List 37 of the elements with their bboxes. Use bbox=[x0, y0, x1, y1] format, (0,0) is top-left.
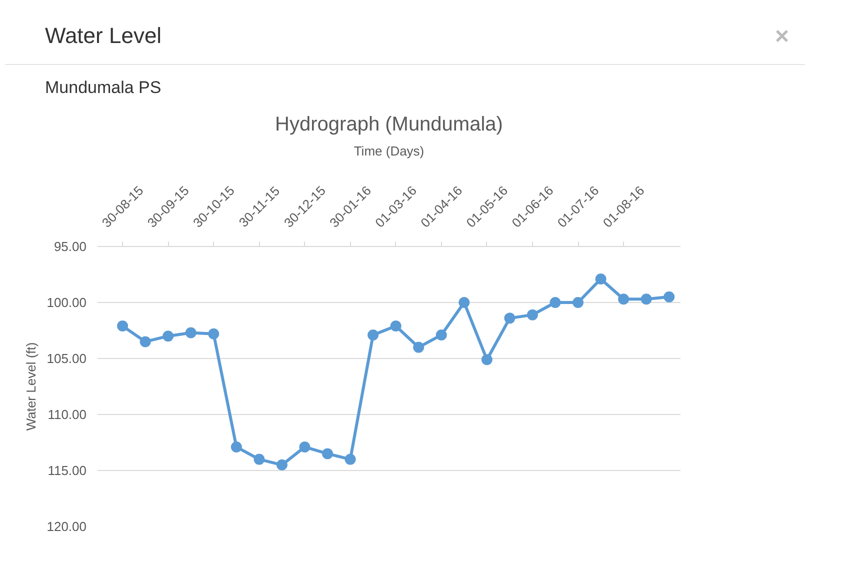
text: Water Level bbox=[45, 22, 162, 50]
y-tick-label: 115.00 bbox=[48, 462, 86, 478]
chart-title: Hydrograph (Mundumala) bbox=[275, 113, 503, 136]
text: Mundumala PS bbox=[45, 77, 162, 100]
y-axis-title: Water Level (ft) bbox=[24, 342, 39, 430]
y-tick-label: 110.00 bbox=[48, 406, 86, 422]
point bbox=[254, 453, 265, 464]
point bbox=[117, 320, 128, 332]
point bbox=[458, 296, 470, 308]
point bbox=[162, 330, 174, 342]
y-tick-label: 95.00 bbox=[54, 238, 87, 254]
point bbox=[344, 453, 356, 464]
y-tick-label: 105.00 bbox=[46, 350, 87, 366]
point bbox=[664, 290, 675, 302]
point bbox=[618, 293, 630, 304]
point bbox=[595, 273, 606, 284]
point bbox=[504, 312, 516, 324]
point bbox=[368, 329, 379, 340]
point bbox=[140, 336, 151, 347]
point bbox=[481, 354, 492, 365]
y-tick-label: 120.00 bbox=[46, 518, 87, 534]
point bbox=[550, 296, 561, 308]
point bbox=[413, 341, 424, 352]
x-axis-title: Time (Days) bbox=[354, 143, 424, 158]
text: × bbox=[775, 22, 790, 52]
point bbox=[276, 458, 288, 470]
point bbox=[208, 328, 220, 339]
point bbox=[526, 308, 538, 320]
point bbox=[640, 293, 652, 304]
point bbox=[322, 448, 334, 459]
point bbox=[572, 296, 584, 308]
point bbox=[299, 441, 310, 452]
point bbox=[230, 441, 242, 452]
point bbox=[185, 326, 196, 338]
point bbox=[436, 329, 447, 340]
y-tick-label: 100.00 bbox=[46, 294, 87, 310]
point bbox=[390, 320, 402, 332]
